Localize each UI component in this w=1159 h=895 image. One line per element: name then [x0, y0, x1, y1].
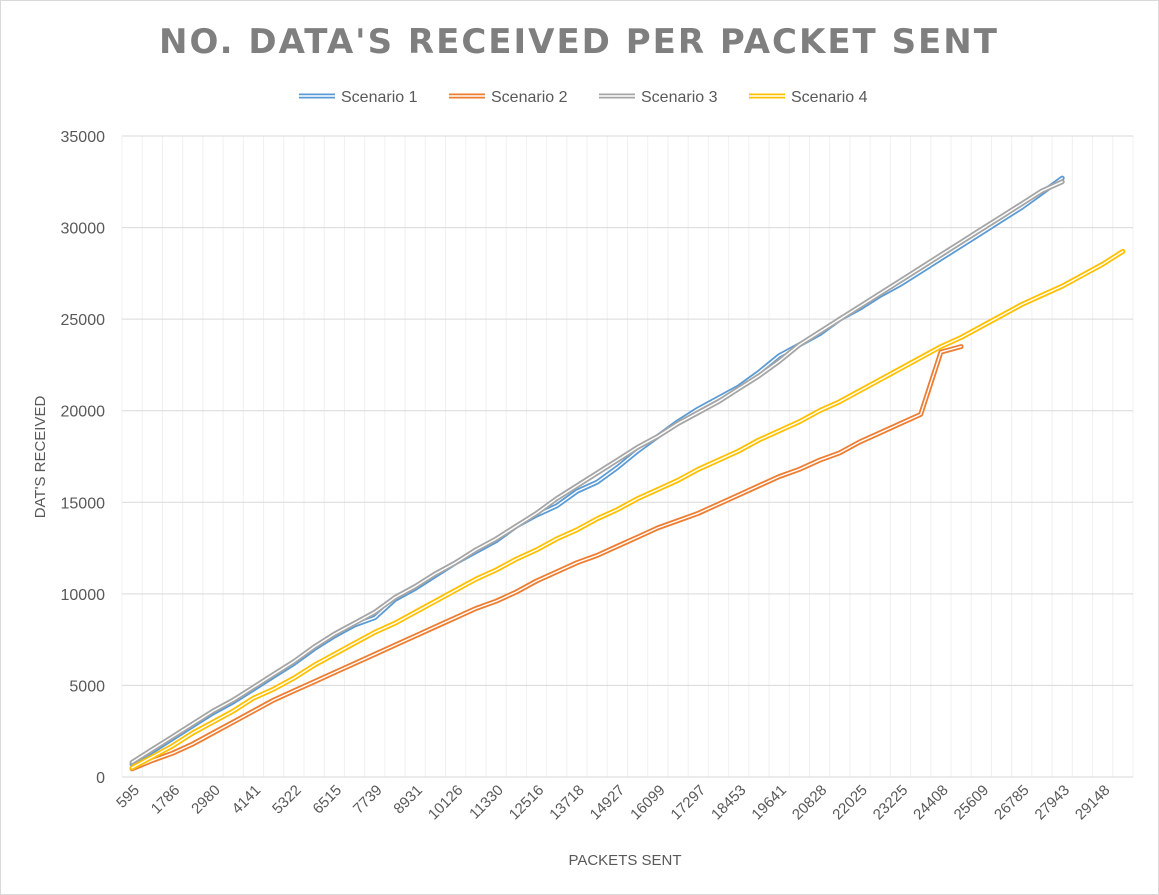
y-tick-label: 5000: [69, 678, 105, 695]
y-axis-ticks: 0 5000 10000 15000 20000 25000 30000 35000: [61, 129, 106, 787]
x-tick-label: 7739: [350, 782, 386, 818]
y-tick-label: 0: [96, 770, 105, 787]
legend-label: Scenario 4: [791, 89, 868, 106]
x-tick-label: 25609: [951, 782, 993, 824]
y-tick-label: 15000: [61, 495, 106, 512]
chart-title: NO. DATA'S RECEIVED PER PACKET SENT: [159, 22, 999, 62]
x-tick-label: 12516: [506, 782, 548, 824]
x-tick-label: 2980: [188, 782, 224, 818]
x-tick-label: 29148: [1072, 782, 1114, 824]
legend-label: Scenario 1: [341, 89, 418, 106]
y-tick-label: 35000: [61, 129, 106, 146]
x-tick-label: 17297: [668, 782, 710, 824]
series-line-highlight: [131, 250, 1124, 769]
x-tick-label: 26785: [991, 782, 1033, 824]
x-tick-label: 20828: [789, 782, 831, 824]
legend-label: Scenario 3: [641, 89, 718, 106]
x-tick-label: 16099: [627, 782, 669, 824]
x-tick-label: 13718: [546, 782, 588, 824]
x-tick-label: 595: [113, 782, 143, 812]
y-tick-label: 10000: [61, 587, 106, 604]
series-line-highlight: [131, 181, 1063, 763]
x-tick-label: 19641: [748, 782, 790, 824]
x-tick-label: 14927: [587, 782, 629, 824]
x-axis-title: PACKETS SENT: [568, 852, 681, 869]
y-tick-label: 20000: [61, 404, 106, 421]
x-tick-label: 4141: [229, 782, 265, 818]
series-line-highlight: [131, 345, 962, 770]
x-tick-label: 11330: [466, 782, 507, 823]
x-tick-label: 8931: [390, 782, 426, 818]
y-axis-title: DAT'S RECEIVED: [32, 396, 49, 519]
legend: Scenario 1 Scenario 2 Scenario 3 Scenario 4: [299, 89, 868, 106]
x-tick-label: 22025: [829, 782, 871, 824]
legend-label: Scenario 2: [491, 89, 568, 106]
x-tick-label: 27943: [1032, 782, 1074, 824]
x-tick-label: 6515: [310, 782, 346, 818]
x-tick-label: 24408: [910, 782, 952, 824]
y-tick-label: 25000: [61, 312, 106, 329]
x-tick-label: 10126: [425, 782, 467, 824]
gridlines: [121, 135, 1134, 778]
x-tick-label: 5322: [269, 782, 305, 818]
x-tick-label: 18453: [708, 782, 750, 824]
series-lines: [129, 175, 1126, 772]
x-tick-label: 23225: [870, 782, 912, 824]
x-tick-label: 1786: [148, 782, 184, 818]
y-tick-label: 30000: [61, 221, 106, 238]
